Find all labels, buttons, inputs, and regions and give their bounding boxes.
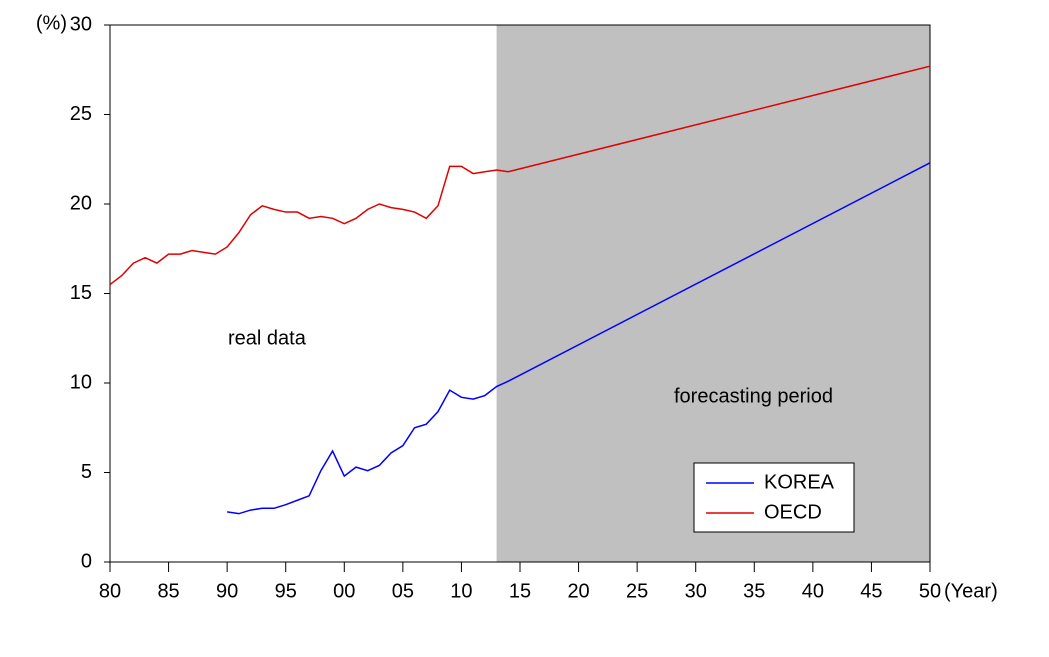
x-tick-label: 10 — [450, 580, 472, 602]
annotation: real data — [228, 327, 307, 349]
x-tick-label: 85 — [157, 580, 179, 602]
legend-label: KOREA — [764, 471, 835, 493]
x-tick-label: 95 — [275, 580, 297, 602]
y-tick-label: 10 — [70, 371, 92, 393]
x-tick-label: 15 — [509, 580, 531, 602]
y-tick-label: 30 — [70, 13, 92, 35]
x-tick-label: 20 — [567, 580, 589, 602]
x-tick-label: 25 — [626, 580, 648, 602]
annotation: forecasting period — [674, 385, 833, 407]
x-tick-label: 50 — [919, 580, 941, 602]
y-tick-label: 15 — [70, 282, 92, 304]
x-tick-label: 05 — [392, 580, 414, 602]
series-line — [109, 65, 931, 286]
legend-label: OECD — [764, 501, 822, 523]
y-tick-label: 5 — [81, 461, 92, 483]
x-tick-label: 35 — [743, 580, 765, 602]
y-tick-label: 20 — [70, 192, 92, 214]
x-tick-label: 40 — [802, 580, 824, 602]
x-tick-label: 30 — [685, 580, 707, 602]
series-line — [227, 162, 931, 515]
y-tick-label: 0 — [81, 550, 92, 572]
y-tick-label: 25 — [70, 103, 92, 125]
x-tick-label: 80 — [99, 580, 121, 602]
x-tick-label: 00 — [333, 580, 355, 602]
x-tick-label: 45 — [860, 580, 882, 602]
y-axis-label: (%) — [36, 12, 67, 34]
x-tick-label: 90 — [216, 580, 238, 602]
x-axis-label: (Year) — [944, 580, 998, 602]
legend-box — [693, 462, 855, 533]
